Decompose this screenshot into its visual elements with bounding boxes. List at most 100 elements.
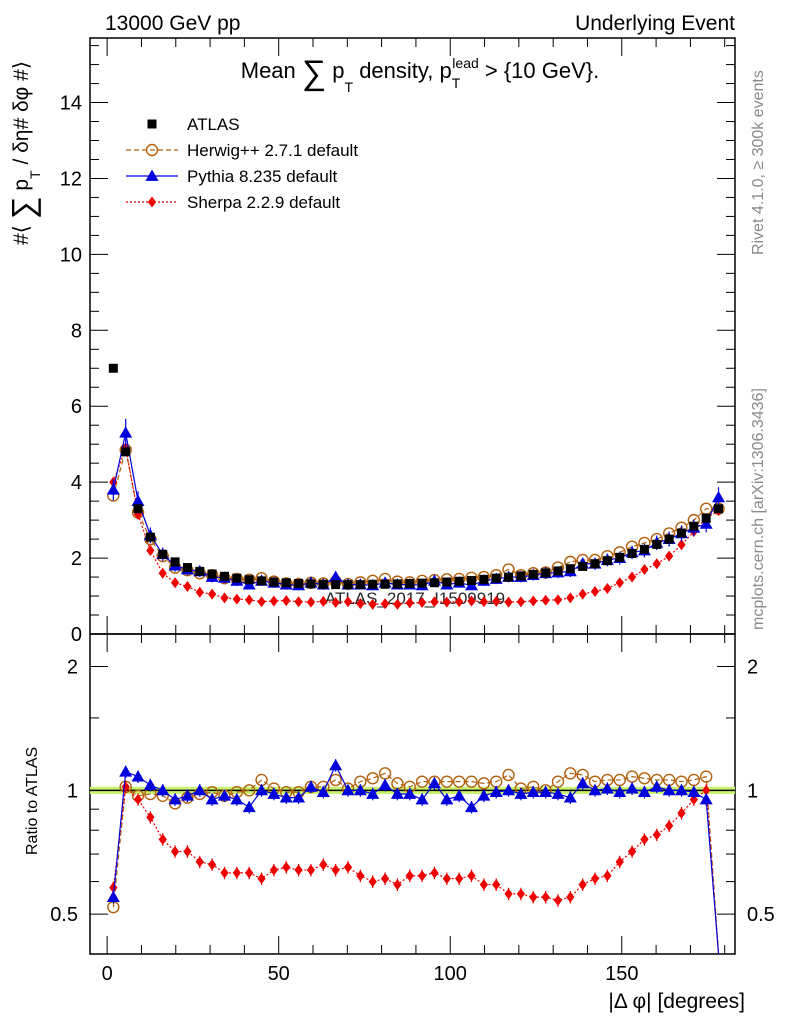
data-point bbox=[306, 579, 316, 589]
data-point bbox=[368, 598, 377, 610]
data-point bbox=[133, 508, 143, 520]
ratio-line bbox=[112, 785, 720, 955]
ratio-y-tick-label: 1 bbox=[67, 780, 78, 802]
watermark: ATLAS_2017_I1509919 bbox=[325, 589, 505, 608]
data-point bbox=[158, 567, 167, 579]
data-point bbox=[282, 595, 291, 607]
data-point bbox=[146, 544, 155, 556]
data-point bbox=[281, 578, 291, 588]
ratio-point bbox=[245, 867, 254, 879]
data-point bbox=[182, 563, 192, 573]
ratio-point bbox=[217, 789, 231, 801]
chart-title: Mean ∑ pT density, pTlead > {10 GeV}. bbox=[241, 54, 600, 95]
data-point bbox=[294, 579, 304, 589]
legend-label: Sherpa 2.2.9 default bbox=[187, 193, 340, 212]
legend-item: Pythia 8.235 default bbox=[126, 167, 338, 186]
data-point bbox=[479, 574, 489, 584]
ratio-point bbox=[699, 793, 713, 805]
data-point bbox=[699, 517, 713, 529]
x-tick-label: 150 bbox=[605, 963, 638, 985]
ratio-point bbox=[665, 820, 674, 832]
legend: ATLAS Herwig++ 2.7.1 default Pythia 8.235 … bbox=[126, 115, 358, 212]
x-tick-label: 100 bbox=[434, 963, 467, 985]
data-point bbox=[701, 513, 711, 523]
data-point bbox=[467, 575, 477, 585]
ratio-y-tick-label-right: 2 bbox=[747, 657, 758, 679]
series-sherpa bbox=[109, 442, 723, 610]
ratio-point bbox=[529, 891, 538, 903]
ratio-point bbox=[109, 882, 118, 894]
ratio-point bbox=[687, 773, 701, 787]
ratio-point bbox=[267, 787, 281, 799]
ratio-point bbox=[677, 807, 686, 819]
data-point bbox=[712, 490, 726, 503]
ratio-point bbox=[415, 775, 429, 788]
data-point bbox=[528, 569, 538, 579]
ratio-point bbox=[106, 890, 120, 903]
y-tick-label: 10 bbox=[60, 244, 82, 266]
y-tick-label: 14 bbox=[60, 93, 82, 115]
data-point bbox=[603, 582, 612, 594]
legend-label: Herwig++ 2.7.1 default bbox=[187, 141, 358, 160]
ratio-point bbox=[638, 772, 651, 785]
data-point bbox=[195, 566, 205, 576]
data-point bbox=[195, 586, 204, 598]
data-point bbox=[504, 596, 513, 608]
data-point bbox=[133, 504, 143, 514]
ratio-point bbox=[331, 864, 340, 876]
data-point bbox=[269, 577, 279, 587]
ratio-point bbox=[563, 791, 577, 803]
data-point bbox=[565, 564, 575, 574]
header-left: 13000 GeV pp bbox=[105, 12, 240, 35]
ratio-point bbox=[257, 873, 266, 885]
data-point bbox=[689, 521, 699, 531]
series-atlas bbox=[108, 363, 724, 590]
side-info-rivet: Rivet 4.1.0, ≥ 300k events bbox=[750, 70, 767, 255]
ratio-point bbox=[492, 879, 501, 891]
ratio-point bbox=[180, 789, 194, 801]
y-tick-label: 12 bbox=[60, 168, 82, 190]
ratio-point bbox=[353, 783, 367, 796]
data-point bbox=[220, 592, 229, 604]
ratio-point bbox=[440, 793, 454, 805]
y-tick-label: 2 bbox=[71, 548, 82, 570]
data-point bbox=[652, 558, 661, 570]
ratio-y-tick-label: 0.5 bbox=[50, 904, 78, 926]
data-point bbox=[257, 576, 267, 586]
data-point bbox=[615, 577, 624, 589]
ratio-point bbox=[133, 794, 143, 806]
data-point bbox=[516, 571, 526, 581]
data-point bbox=[405, 579, 415, 589]
ratio-point bbox=[242, 800, 256, 813]
ratio-point bbox=[578, 879, 587, 891]
data-point bbox=[208, 588, 217, 600]
ratio-point bbox=[489, 785, 503, 798]
ratio-panel-frame bbox=[89, 633, 736, 955]
series-pythia bbox=[106, 418, 726, 591]
ratio-point bbox=[504, 888, 513, 900]
ratio-point bbox=[255, 773, 268, 787]
ratio-point bbox=[465, 800, 479, 813]
ratio-point bbox=[329, 773, 342, 787]
data-point bbox=[331, 580, 341, 590]
ratio-point bbox=[465, 775, 478, 788]
data-point bbox=[640, 563, 649, 575]
ratio-point bbox=[564, 767, 577, 780]
data-point bbox=[578, 561, 588, 571]
ratio-point bbox=[541, 891, 550, 903]
data-point bbox=[491, 573, 501, 583]
data-point bbox=[455, 596, 464, 608]
ratio-point bbox=[205, 793, 219, 805]
ratio-point bbox=[514, 787, 528, 799]
ratio-point bbox=[306, 864, 316, 876]
data-point bbox=[121, 447, 131, 457]
ratio-point bbox=[553, 894, 563, 906]
ratio-line bbox=[112, 772, 720, 955]
data-point bbox=[232, 593, 241, 605]
x-axis-label: |Δ φ| [degrees] bbox=[608, 990, 745, 1013]
data-point bbox=[158, 549, 168, 559]
ratio-point bbox=[600, 782, 614, 794]
ratio-point bbox=[294, 864, 303, 876]
ratio-point bbox=[502, 783, 516, 796]
